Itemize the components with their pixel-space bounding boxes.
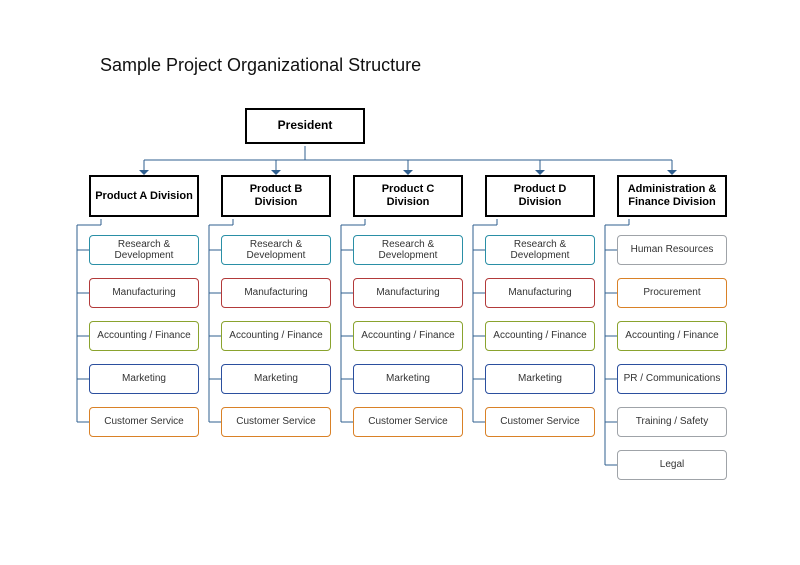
dept-label: Accounting / Finance (493, 330, 586, 342)
dept-box-0-2: Accounting / Finance (89, 321, 199, 351)
president-label: President (278, 119, 333, 133)
dept-box-4-0: Human Resources (617, 235, 727, 265)
dept-label: Accounting / Finance (361, 330, 454, 342)
dept-label: Legal (660, 459, 684, 471)
dept-label: Procurement (643, 287, 700, 299)
dept-box-4-2: Accounting / Finance (617, 321, 727, 351)
division-box-4: Administration & Finance Division (617, 175, 727, 217)
dept-box-0-1: Manufacturing (89, 278, 199, 308)
dept-box-1-2: Accounting / Finance (221, 321, 331, 351)
dept-box-4-5: Legal (617, 450, 727, 480)
division-box-3: Product D Division (485, 175, 595, 217)
dept-box-3-1: Manufacturing (485, 278, 595, 308)
dept-label: Accounting / Finance (229, 330, 322, 342)
division-label: Administration & Finance Division (623, 183, 721, 208)
dept-box-2-2: Accounting / Finance (353, 321, 463, 351)
dept-box-2-0: Research & Development (353, 235, 463, 265)
division-box-1: Product B Division (221, 175, 331, 217)
dept-label: Customer Service (236, 416, 315, 428)
dept-label: PR / Communications (624, 373, 721, 385)
dept-box-3-2: Accounting / Finance (485, 321, 595, 351)
dept-label: Manufacturing (244, 287, 307, 299)
dept-box-1-4: Customer Service (221, 407, 331, 437)
dept-box-1-1: Manufacturing (221, 278, 331, 308)
division-label: Product D Division (491, 183, 589, 208)
dept-label: Research & Development (358, 239, 458, 262)
dept-label: Customer Service (368, 416, 447, 428)
dept-box-3-3: Marketing (485, 364, 595, 394)
dept-label: Marketing (254, 373, 298, 385)
dept-box-4-1: Procurement (617, 278, 727, 308)
dept-label: Accounting / Finance (97, 330, 190, 342)
dept-label: Customer Service (104, 416, 183, 428)
dept-label: Research & Development (490, 239, 590, 262)
chart-title: Sample Project Organizational Structure (100, 55, 421, 76)
dept-label: Research & Development (94, 239, 194, 262)
dept-label: Marketing (122, 373, 166, 385)
dept-label: Marketing (386, 373, 430, 385)
dept-label: Customer Service (500, 416, 579, 428)
division-label: Product A Division (95, 190, 193, 203)
dept-label: Manufacturing (376, 287, 439, 299)
dept-box-0-4: Customer Service (89, 407, 199, 437)
dept-label: Accounting / Finance (625, 330, 718, 342)
dept-box-2-1: Manufacturing (353, 278, 463, 308)
division-label: Product B Division (227, 183, 325, 208)
dept-box-1-0: Research & Development (221, 235, 331, 265)
dept-box-0-0: Research & Development (89, 235, 199, 265)
dept-label: Human Resources (631, 244, 714, 256)
division-box-2: Product C Division (353, 175, 463, 217)
dept-box-4-3: PR / Communications (617, 364, 727, 394)
org-chart-canvas: Sample Project Organizational Structure P… (0, 0, 800, 565)
division-box-0: Product A Division (89, 175, 199, 217)
dept-box-3-4: Customer Service (485, 407, 595, 437)
dept-box-0-3: Marketing (89, 364, 199, 394)
dept-box-1-3: Marketing (221, 364, 331, 394)
dept-box-2-4: Customer Service (353, 407, 463, 437)
division-label: Product C Division (359, 183, 457, 208)
dept-label: Marketing (518, 373, 562, 385)
dept-label: Research & Development (226, 239, 326, 262)
dept-label: Training / Safety (636, 416, 708, 428)
dept-box-4-4: Training / Safety (617, 407, 727, 437)
dept-label: Manufacturing (508, 287, 571, 299)
dept-label: Manufacturing (112, 287, 175, 299)
president-box: President (245, 108, 365, 144)
dept-box-2-3: Marketing (353, 364, 463, 394)
dept-box-3-0: Research & Development (485, 235, 595, 265)
